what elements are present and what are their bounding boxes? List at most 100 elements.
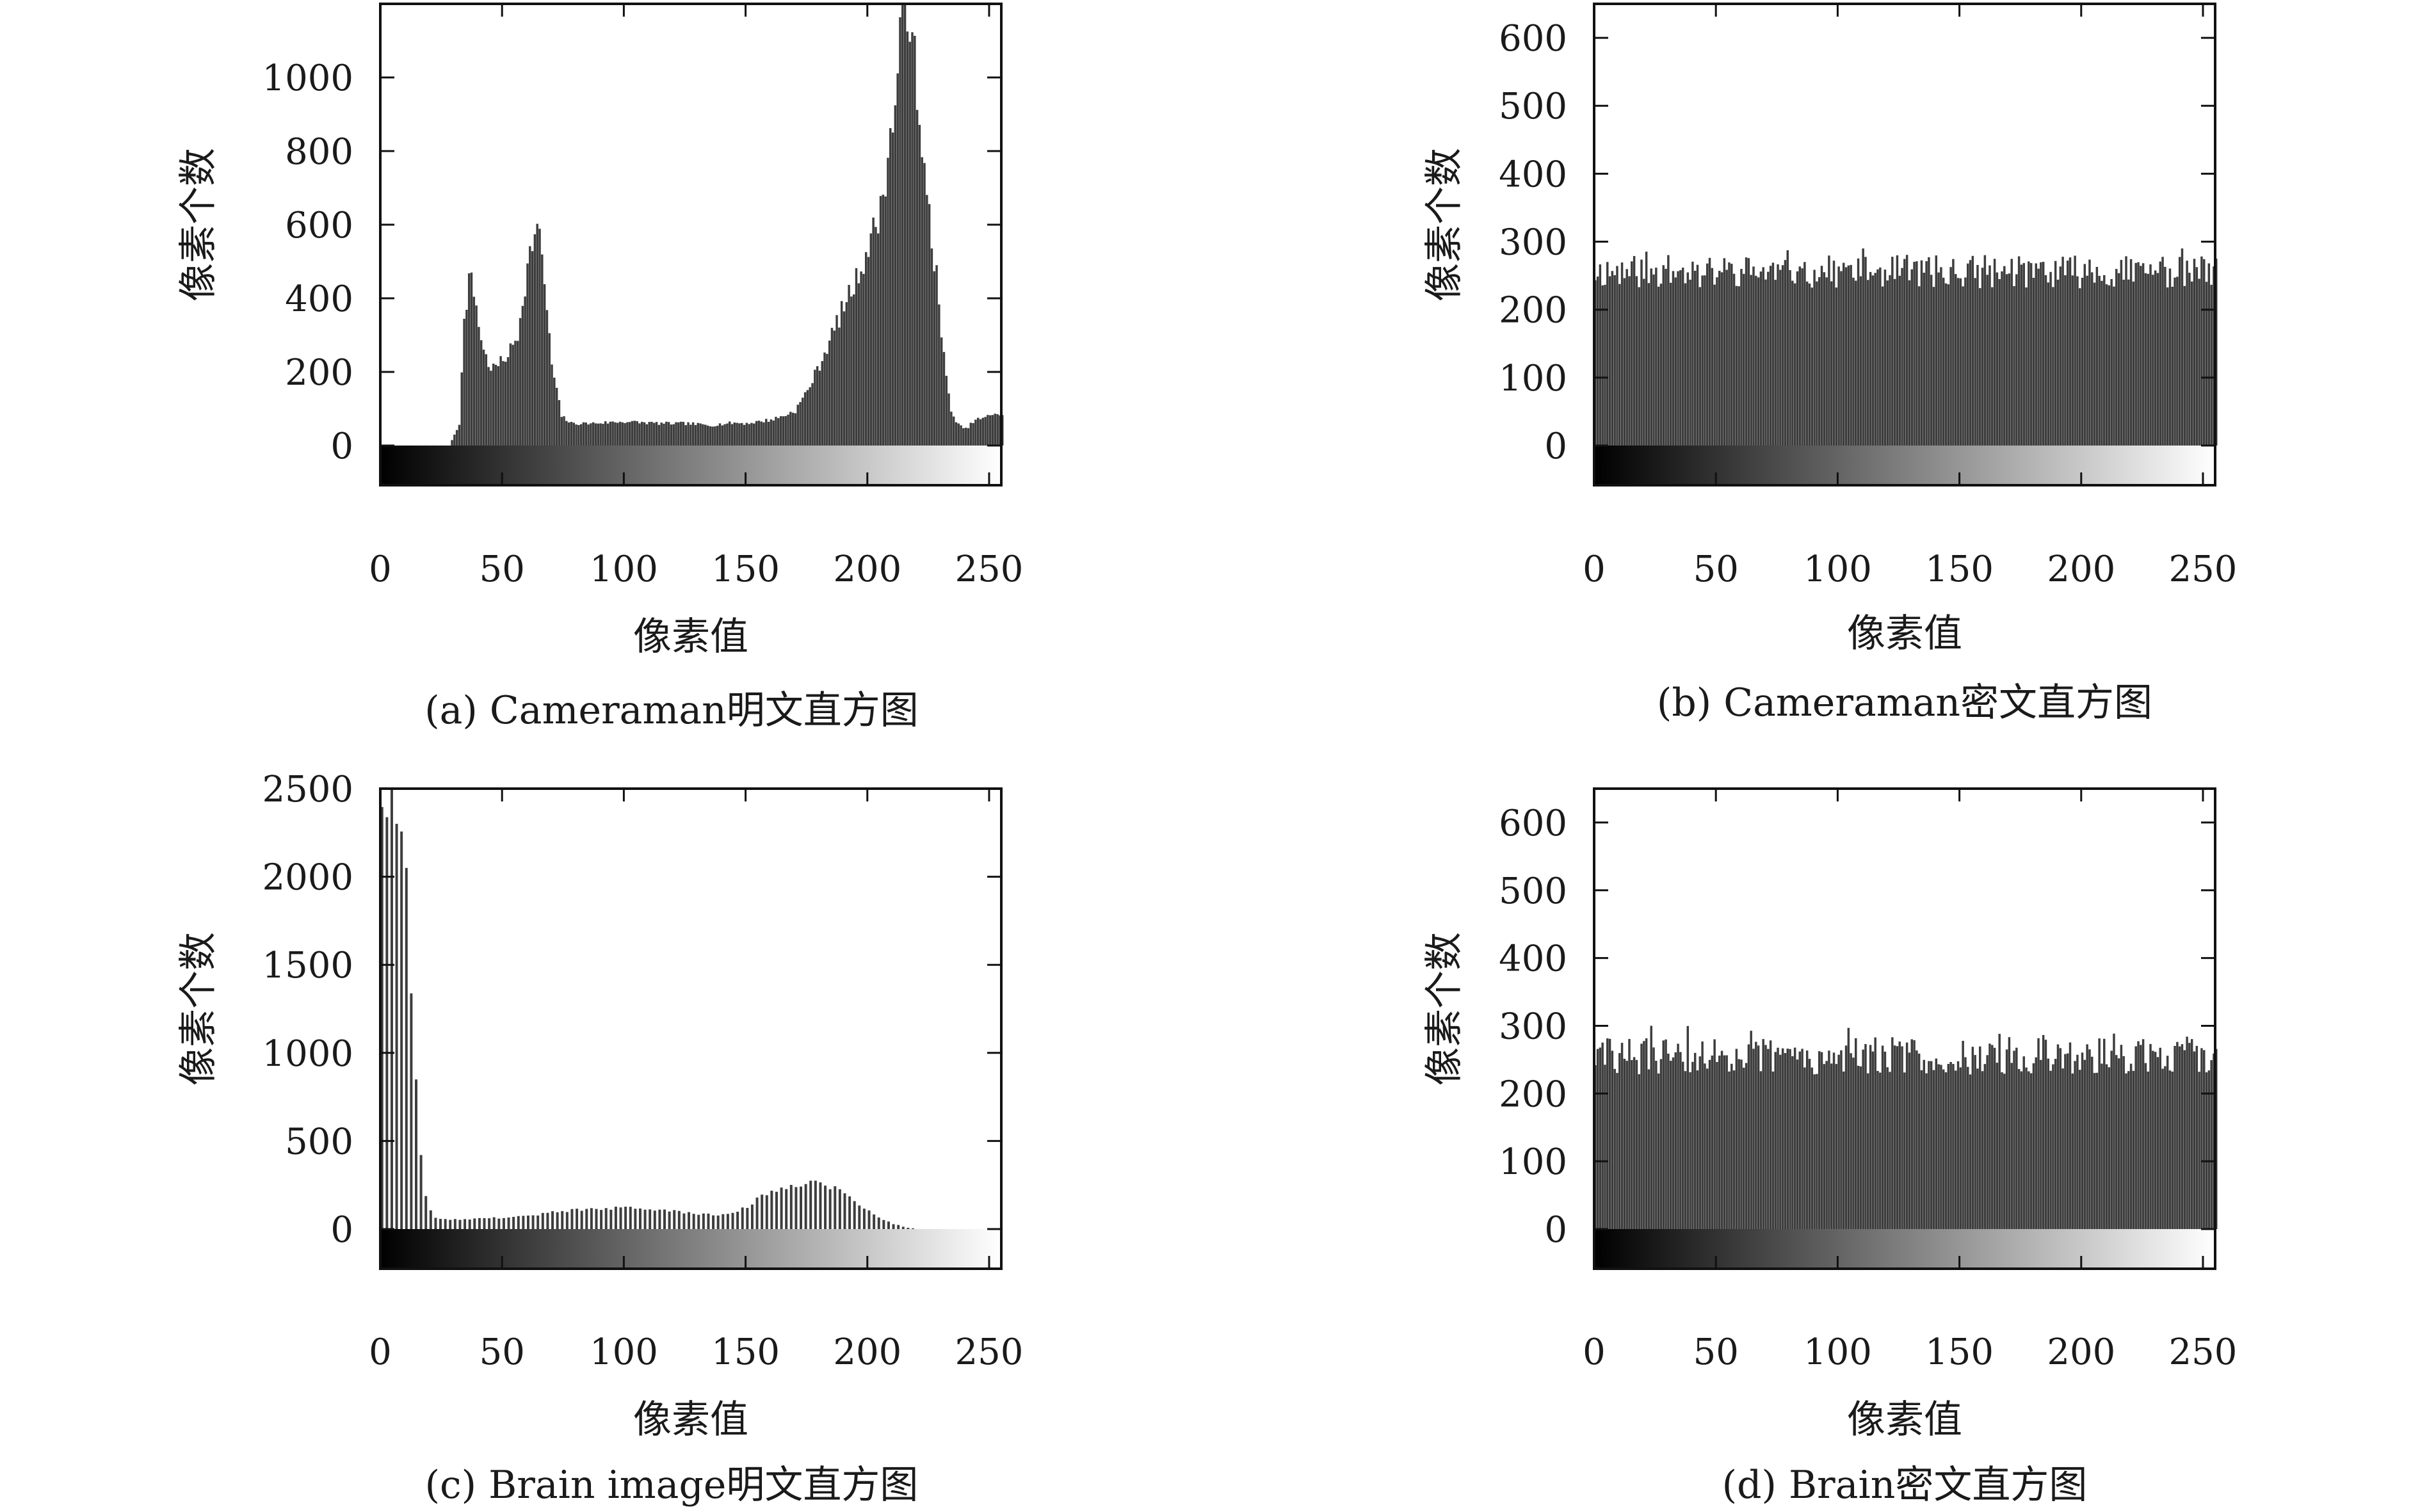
histogram-bar (1811, 1067, 1814, 1229)
histogram-bar (2010, 259, 2013, 446)
histogram-bar (514, 341, 517, 446)
histogram-bar (684, 425, 687, 446)
histogram-bar (2093, 1073, 2096, 1229)
histogram-bar (2093, 282, 2096, 446)
histogram-bar (497, 1218, 501, 1229)
histogram-bar (1779, 1054, 1782, 1229)
histogram-bar (1896, 255, 1899, 446)
histogram-bar (935, 265, 938, 446)
histogram-bar (741, 1207, 744, 1229)
histogram-bar (1835, 287, 1838, 446)
histogram-bar (565, 421, 568, 446)
histogram-bar (682, 422, 685, 446)
histogram-bar (1669, 1061, 1672, 1229)
histogram-bar (857, 283, 860, 446)
panel-caption: (b) Cameraman密文直方图 (1657, 680, 2152, 725)
histogram-bar (1616, 1073, 1618, 1229)
histogram-bar (660, 422, 663, 446)
histogram-bar (1818, 277, 1821, 446)
histogram-bar (1679, 270, 1682, 446)
histogram-bar (1606, 262, 1609, 446)
histogram-bar (1986, 1055, 1988, 1229)
histogram-bar (991, 415, 994, 446)
histogram-bar (609, 421, 612, 446)
histogram-bar (606, 423, 609, 446)
histogram-bar (1674, 277, 1677, 446)
histogram-bar (658, 1209, 661, 1229)
histogram-bar (558, 400, 561, 446)
histogram-bar (467, 273, 471, 446)
histogram-bar (2105, 1064, 2108, 1229)
histogram-bar (2120, 1045, 2123, 1229)
histogram-bar (1847, 1027, 1850, 1229)
histogram-bar (594, 423, 597, 446)
histogram-bar (494, 364, 497, 446)
histogram-bar (1979, 288, 1981, 446)
histogram-bar (1720, 272, 1723, 446)
histogram-bar (1608, 1038, 1611, 1229)
histogram-bar (950, 412, 953, 446)
histogram-bar (1852, 277, 1855, 446)
histogram-bar (1944, 1072, 1948, 1229)
histogram-bar (2142, 1039, 2145, 1229)
histogram-bar (1830, 1063, 1833, 1229)
histogram-bar (458, 1219, 462, 1229)
histogram-bar (789, 412, 792, 446)
histogram-bar (875, 227, 877, 446)
x-axis-label: 像素值 (633, 615, 748, 659)
histogram-bar (624, 1207, 627, 1229)
histogram-bar (536, 1215, 540, 1229)
histogram-bar (1898, 1042, 1901, 1229)
histogram-bar (485, 354, 488, 446)
histogram-bar (621, 422, 624, 446)
histogram-bar (585, 422, 588, 446)
histogram-bar (2071, 275, 2074, 446)
histogram-bar (1898, 275, 1901, 446)
histogram-bar (415, 1079, 417, 1229)
histogram-bar (1930, 275, 1933, 446)
histogram-bar (838, 1189, 841, 1229)
histogram-bar (1696, 264, 1699, 446)
histogram-bar (1820, 1052, 1823, 1229)
histogram-bar (2210, 1060, 2213, 1229)
plot-frame (1593, 3, 2216, 487)
histogram-bar (1698, 287, 1702, 446)
histogram-bar (1949, 267, 1952, 446)
histogram-bar (468, 1219, 471, 1229)
histogram-bar (1917, 1053, 1921, 1229)
histogram-bar (2202, 259, 2206, 446)
histogram-bar (480, 340, 483, 446)
histogram-bar (1859, 276, 1862, 446)
histogram-bar (988, 415, 992, 446)
histogram-bar (395, 823, 398, 1229)
histogram-bar (2210, 284, 2213, 446)
histogram-bar (707, 1213, 710, 1229)
histogram-bar (1618, 284, 1621, 446)
axis-ticks: 0 100 200 300 400 500 600 0 50 100 150 200 250 (1499, 789, 2237, 1373)
histogram-bar (755, 421, 758, 446)
histogram-bar (2200, 1048, 2203, 1229)
histogram-bar (1937, 272, 1940, 446)
histogram-bar (2166, 287, 2169, 446)
histogram-bar (787, 414, 789, 446)
histogram-bar (862, 273, 865, 446)
x-tick-label: 100 (590, 549, 658, 590)
histogram-bar (687, 422, 690, 446)
histogram-bar (2115, 1055, 2118, 1229)
histogram-bar (930, 248, 933, 446)
histogram-bar (2186, 261, 2188, 446)
histogram-bar (867, 257, 870, 446)
histogram-bar (899, 17, 901, 446)
histogram-bar (582, 422, 585, 446)
histogram-bar (979, 419, 982, 446)
histogram-bar (1606, 1038, 1609, 1229)
histogram-bar (1952, 259, 1955, 446)
histogram-bar (604, 421, 607, 446)
histogram-bar (697, 1214, 700, 1229)
histogram-bar (789, 1185, 793, 1229)
x-axis-label: 像素值 (633, 1397, 748, 1442)
histogram-bar (1991, 287, 1994, 446)
histogram-bar (1832, 1052, 1835, 1229)
histogram-bar (709, 426, 712, 446)
histogram-bar (429, 1210, 432, 1229)
